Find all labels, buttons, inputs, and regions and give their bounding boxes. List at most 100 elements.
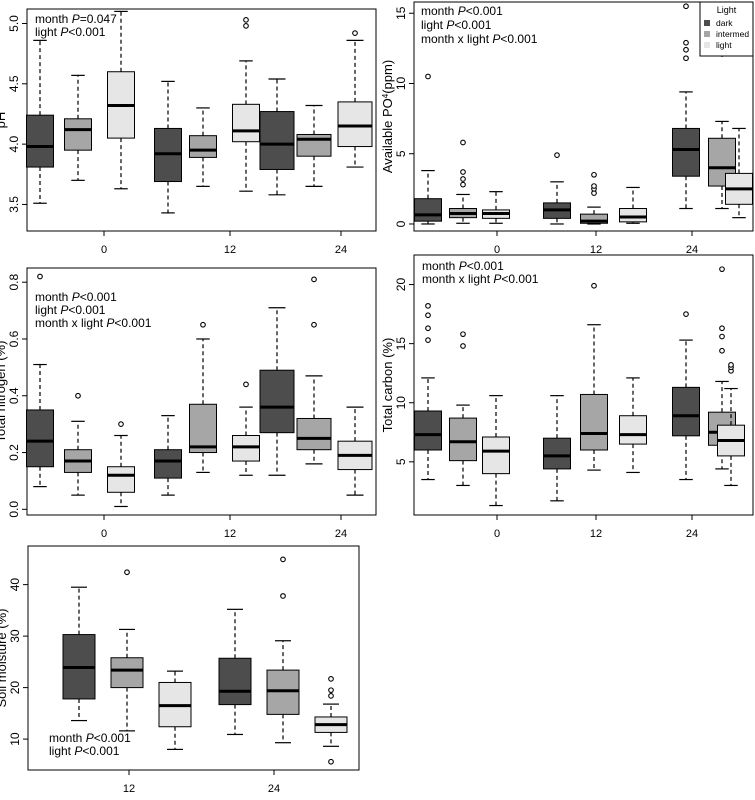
box-intermed	[708, 137, 736, 187]
box-dark	[26, 114, 54, 168]
y-tick-label: 3.5	[7, 196, 21, 213]
stat-value: <0.001	[466, 4, 503, 18]
y-tick-label: 20	[394, 278, 408, 292]
stat-term: month	[35, 12, 72, 26]
outlier-point	[425, 302, 431, 309]
outlier-point	[75, 392, 81, 399]
legend-swatch-intermed	[704, 31, 710, 37]
stat-annotation: light P<0.001	[421, 18, 492, 32]
x-tick-label: 0	[101, 244, 107, 256]
box-light	[337, 101, 373, 148]
outlier-point	[124, 569, 130, 576]
outlier-point	[460, 176, 466, 182]
outlier-point	[200, 321, 206, 328]
y-axis-label: Soil moisture (%)	[0, 609, 9, 708]
stat-p: P	[446, 18, 454, 32]
y-tick-label: 10	[394, 396, 408, 410]
stat-p: P	[459, 259, 467, 273]
outlier-point	[243, 17, 249, 23]
box-intermed	[64, 118, 92, 151]
outlier-point	[683, 46, 689, 53]
stat-value: <0.001	[501, 272, 538, 286]
stat-term: month	[49, 731, 86, 745]
x-tick-label: 12	[224, 528, 236, 540]
outlier-point	[683, 3, 689, 10]
box-intermed	[449, 417, 477, 462]
y-tick-label: 5	[394, 150, 408, 157]
legend-swatch-dark	[704, 20, 710, 26]
outlier-point	[460, 181, 466, 188]
x-tick-label: 24	[335, 244, 347, 256]
box-dark	[154, 449, 182, 479]
outlier-point	[328, 687, 334, 694]
x-tick-label: 0	[494, 244, 500, 256]
legend-label: intermed	[716, 29, 749, 39]
box-light	[619, 208, 647, 223]
box-dark	[218, 657, 252, 706]
stat-annotation: month P<0.001	[421, 4, 503, 18]
stat-p: P	[60, 25, 68, 39]
box-intermed	[189, 403, 217, 454]
outlier-point	[591, 282, 597, 289]
stat-p: P	[492, 32, 500, 46]
outlier-point	[425, 312, 431, 319]
stat-p: P	[106, 316, 114, 330]
y-tick-label: 0.2	[7, 444, 21, 461]
outlier-point	[352, 30, 358, 36]
x-tick-label: 12	[590, 244, 602, 256]
outlier-point	[280, 593, 286, 599]
x-tick-label: 24	[268, 783, 280, 795]
outlier-point	[425, 337, 431, 343]
legend-label: dark	[716, 18, 733, 28]
stat-term: month	[35, 290, 72, 304]
y-tick-label: 15	[394, 337, 408, 351]
outlier-point	[719, 325, 725, 332]
x-tick-label: 0	[494, 528, 500, 540]
stat-annotation: month P<0.001	[35, 290, 117, 304]
box-dark	[672, 386, 700, 437]
box-dark	[672, 127, 700, 177]
stat-value: <0.001	[68, 25, 105, 39]
outlier-point	[460, 343, 466, 349]
stat-term: month x light	[35, 316, 106, 330]
outlier-point	[118, 421, 124, 427]
stat-p: P	[458, 4, 466, 18]
stat-value: <0.001	[94, 731, 131, 745]
stat-p: P	[60, 303, 68, 317]
y-tick-label: 10	[394, 76, 408, 90]
y-axis-label-main: Available PO	[380, 98, 395, 173]
stat-annotation: light P<0.001	[49, 744, 120, 758]
y-axis-label: Total nitrogen (%)	[0, 341, 8, 443]
outlier-point	[683, 311, 689, 317]
y-axis-label-sup: 4	[381, 93, 390, 98]
y-axis-label: Total carbon (%)	[380, 338, 395, 433]
x-tick-label: 0	[101, 528, 107, 540]
x-tick-label: 12	[224, 244, 236, 256]
box-intermed	[110, 657, 144, 689]
stat-p: P	[86, 731, 94, 745]
stat-p: P	[74, 744, 82, 758]
stat-value: <0.001	[467, 259, 504, 273]
box-intermed	[296, 133, 332, 157]
outlier-point	[460, 169, 466, 175]
stat-annotation: light P<0.001	[35, 25, 106, 39]
stat-value: <0.001	[114, 316, 151, 330]
y-axis-label: Available PO4(ppm)	[380, 60, 395, 173]
x-tick-label: 24	[335, 528, 347, 540]
y-tick-label: 20	[8, 681, 22, 695]
stat-annotation: month P=0.047	[35, 12, 117, 26]
y-tick-label: 30	[8, 629, 22, 643]
outlier-point	[719, 347, 725, 354]
legend-swatch-light	[704, 42, 710, 48]
plot-frame	[26, 267, 377, 516]
outlier-point	[460, 331, 466, 338]
stat-value: =0.047	[80, 12, 117, 26]
y-tick-label: 10	[8, 732, 22, 746]
y-tick-label: 4.5	[7, 75, 21, 92]
stat-term: month	[422, 259, 459, 273]
stat-p: P	[72, 290, 80, 304]
box-intermed	[189, 135, 217, 158]
stat-term: light	[35, 25, 60, 39]
